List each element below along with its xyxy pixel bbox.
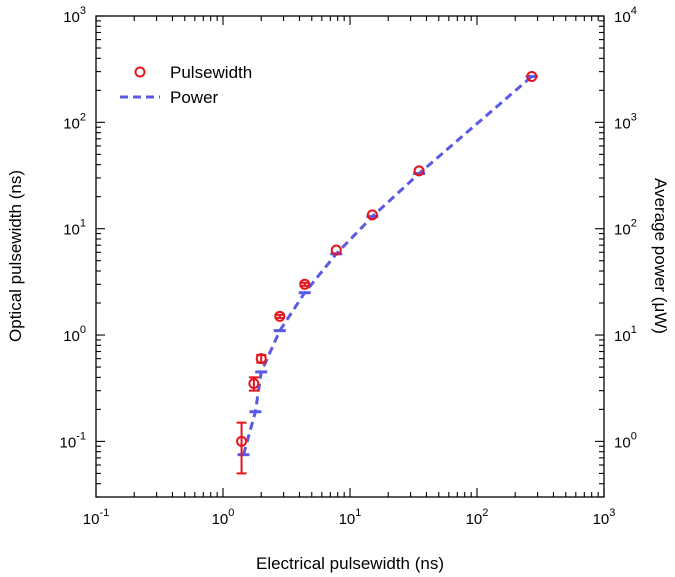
legend-marker-pulsewidth [134, 66, 146, 78]
pulsewidth-point [413, 165, 425, 177]
pulsewidth-point [248, 378, 260, 390]
x-tick-label: 103 [593, 507, 616, 528]
pulsewidth-point [299, 278, 311, 290]
y-tick-label-left: 101 [63, 218, 86, 239]
legend: Pulsewidth Power [120, 63, 252, 107]
x-tick-label: 101 [339, 507, 362, 528]
y-tick-label-left: 102 [63, 111, 86, 132]
series-pulsewidth [236, 70, 538, 475]
pulsewidth-point [330, 244, 342, 256]
pulsewidth-point [526, 70, 538, 82]
legend-label-pulsewidth: Pulsewidth [170, 63, 252, 82]
x-axis-title: Electrical pulsewidth (ns) [256, 554, 444, 573]
power-line [242, 75, 533, 456]
legend-label-power: Power [170, 88, 219, 107]
y-tick-label-left: 103 [63, 5, 86, 26]
y-axis-title-right: Average power (μW) [651, 178, 670, 334]
pulsewidth-point [274, 310, 286, 322]
x-tick-label: 10-1 [83, 507, 109, 528]
y-axis-title-left: Optical pulsewidth (ns) [6, 170, 25, 342]
series-power [237, 74, 538, 457]
y-tick-label-right: 103 [614, 111, 637, 132]
axis-ticks [95, 15, 605, 498]
pulsewidth-point [255, 353, 267, 365]
y-tick-label-right: 101 [614, 324, 637, 345]
pulsewidth-point [366, 209, 378, 221]
y-tick-label-right: 104 [614, 5, 637, 26]
pulsewidth-point [236, 435, 248, 447]
y-tick-label-right: 102 [614, 218, 637, 239]
x-tick-label: 102 [466, 507, 489, 528]
y-tick-label-left: 100 [63, 324, 86, 345]
y-tick-label-right: 100 [614, 430, 637, 451]
tick-labels: 10-1 100 101 102 103 10-1 100 101 102 103 100 101 10… [60, 5, 637, 528]
y-tick-label-left: 10-1 [60, 430, 86, 451]
x-tick-label: 100 [212, 507, 235, 528]
